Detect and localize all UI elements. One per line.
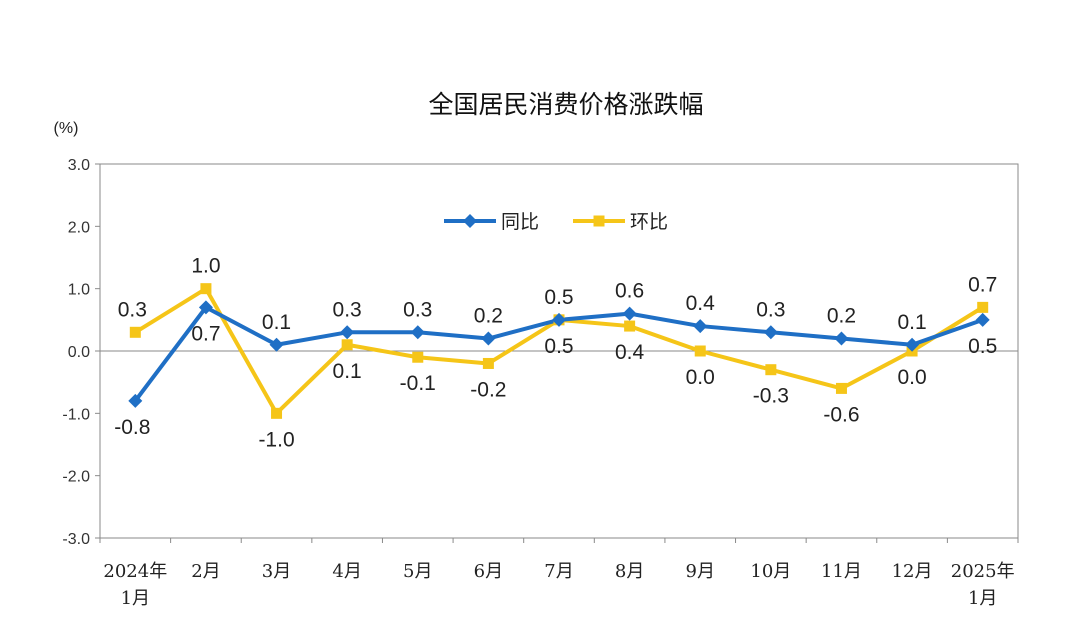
- x-tick-label: 4月: [332, 561, 361, 582]
- huanbi-point: [977, 301, 989, 313]
- y-tick-label: 2.0: [68, 219, 90, 236]
- huanbi-data-label: 0.7: [968, 273, 997, 296]
- huanbi-data-label: -0.1: [400, 372, 436, 395]
- huanbi-data-label: 0.0: [686, 366, 715, 389]
- x-tick-label: 5月: [403, 561, 432, 582]
- data-labels: 0.3 -0.8 1.0 0.7 0.1 -1.0 0.3 0.1 0.3 -0.1 0.2 -0.2…: [114, 255, 997, 452]
- tongbi-data-label: 0.6: [615, 280, 644, 303]
- huanbi-point: [624, 320, 636, 332]
- tongbi-data-label: 0.7: [191, 322, 220, 345]
- tongbi-point: [198, 300, 213, 315]
- tongbi-data-label: 0.1: [897, 311, 926, 334]
- x-tick-label: 11月: [821, 561, 862, 582]
- tongbi-data-label: 0.5: [968, 335, 997, 358]
- x-tick-label: 7月: [544, 561, 573, 582]
- tongbi-point: [128, 393, 143, 408]
- huanbi-data-label: 0.0: [897, 366, 926, 389]
- huanbi-data-label: 0.3: [118, 298, 147, 321]
- x-tick-label: 6月: [474, 561, 503, 582]
- y-tick-label: 3.0: [68, 157, 90, 174]
- huanbi-data-label: -0.6: [823, 403, 859, 426]
- y-tick-label: -3.0: [62, 531, 90, 548]
- tongbi-data-label: 0.3: [333, 298, 362, 321]
- y-tick-label: 1.0: [68, 282, 90, 299]
- tongbi-data-label: 0.4: [686, 292, 716, 315]
- x-tick-label: 3月: [262, 561, 291, 582]
- huanbi-data-label: 0.4: [615, 341, 645, 364]
- legend-square-marker: [593, 215, 605, 227]
- tongbi-point: [975, 312, 990, 327]
- y-tick-label: 0.0: [68, 344, 90, 361]
- y-tick-label: -2.0: [62, 469, 90, 486]
- tongbi-point: [834, 331, 849, 346]
- tongbi-data-label: 0.5: [544, 286, 573, 309]
- tongbi-data-label: -0.8: [114, 416, 150, 439]
- x-tick-label: 2024年: [103, 561, 167, 582]
- huanbi-point: [200, 283, 212, 295]
- tongbi-point: [340, 325, 355, 340]
- chart-title: 全国居民消费价格涨跌幅: [428, 90, 703, 119]
- tongbi-point: [905, 337, 920, 352]
- legend-label: 环比: [630, 211, 668, 233]
- x-tick-label: 12月: [892, 561, 933, 582]
- huanbi-point: [271, 407, 283, 419]
- x-tick-label: 10月: [750, 561, 791, 582]
- huanbi-point: [482, 357, 494, 369]
- huanbi-point: [835, 382, 847, 394]
- huanbi-data-label: -0.3: [753, 385, 789, 408]
- tongbi-data-label: 0.3: [756, 298, 785, 321]
- huanbi-data-label: 1.0: [191, 255, 220, 278]
- legend-label: 同比: [501, 211, 539, 233]
- tongbi-data-label: 0.1: [262, 311, 291, 334]
- huanbi-data-label: -0.2: [470, 378, 506, 401]
- y-axis-unit-label: (%): [54, 120, 79, 137]
- tongbi-point: [552, 312, 566, 327]
- x-tick-label: 8月: [615, 561, 644, 582]
- y-tick-label: -1.0: [62, 406, 90, 423]
- huanbi-point: [765, 364, 777, 376]
- tongbi-point: [763, 325, 778, 340]
- huanbi-point: [412, 351, 424, 363]
- tongbi-point: [481, 331, 496, 346]
- huanbi-data-label: 0.1: [333, 360, 362, 383]
- huanbi-data-label: -1.0: [258, 428, 294, 451]
- x-tick-label: 1月: [968, 588, 997, 609]
- x-tick-label: 2月: [191, 561, 220, 582]
- x-tick-label: 9月: [686, 561, 715, 582]
- tongbi-point: [410, 325, 425, 340]
- huanbi-point: [694, 345, 706, 357]
- legend-diamond-marker: [463, 214, 477, 228]
- tongbi-point: [269, 337, 284, 352]
- legend: 同比 环比: [444, 211, 668, 233]
- huanbi-data-label: 0.5: [544, 335, 573, 358]
- huanbi-point: [129, 326, 141, 338]
- series-markers: [128, 283, 990, 419]
- x-tick-label: 1月: [121, 588, 150, 609]
- tongbi-data-label: 0.2: [827, 305, 856, 328]
- x-tick-label: 2025年: [951, 561, 1015, 582]
- tongbi-point: [622, 306, 637, 321]
- huanbi-point: [341, 339, 353, 351]
- axes: 3.0 2.0 1.0 0.0 -1.0 -2.0 -3.0 2024年 1月 2月 3月 4月 5月 6…: [62, 157, 1019, 609]
- tongbi-data-label: 0.2: [474, 305, 503, 328]
- tongbi-data-label: 0.3: [403, 298, 432, 321]
- tongbi-point: [693, 319, 708, 334]
